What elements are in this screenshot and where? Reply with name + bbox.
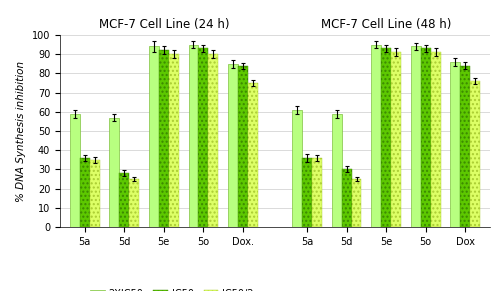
Text: MCF-7 Cell Line (48 h): MCF-7 Cell Line (48 h) [321, 18, 452, 31]
Text: MCF-7 Cell Line (24 h): MCF-7 Cell Line (24 h) [98, 18, 229, 31]
Bar [168, 54, 178, 227]
Bar [430, 52, 440, 227]
Bar [292, 110, 302, 227]
Bar [470, 81, 480, 227]
Bar [460, 66, 470, 227]
Bar [208, 54, 218, 227]
Bar [198, 48, 208, 227]
Bar [391, 52, 401, 227]
Bar [342, 169, 351, 227]
Bar [70, 114, 80, 227]
Bar [450, 62, 460, 227]
Bar [352, 179, 362, 227]
Bar [120, 173, 129, 227]
Bar [312, 158, 322, 227]
Bar [228, 64, 238, 227]
Bar [80, 158, 90, 227]
Y-axis label: % DNA Synthesis inhibition: % DNA Synthesis inhibition [16, 61, 26, 201]
Bar [90, 160, 100, 227]
Bar [411, 47, 421, 227]
Bar [382, 48, 391, 227]
Bar [129, 179, 139, 227]
Bar [159, 50, 168, 227]
Bar [248, 83, 258, 227]
Bar [188, 45, 198, 227]
Legend: 2XIC50, IC50, IC50/2: 2XIC50, IC50, IC50/2 [86, 285, 258, 291]
Bar [332, 114, 342, 227]
Bar [302, 158, 312, 227]
Bar [149, 47, 159, 227]
Bar [372, 45, 382, 227]
Bar [238, 66, 248, 227]
Bar [110, 118, 120, 227]
Bar [421, 48, 430, 227]
